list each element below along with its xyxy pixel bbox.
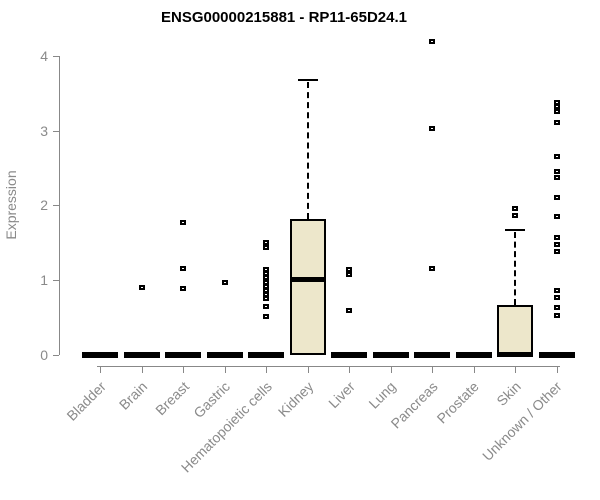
outlier-point <box>346 267 352 272</box>
y-tick-label: 4 <box>40 47 48 64</box>
x-tick <box>307 366 309 373</box>
x-tick <box>266 366 267 373</box>
outlier-point <box>221 280 228 285</box>
outlier-point <box>180 266 186 271</box>
outlier-point <box>180 220 186 225</box>
outlier-point <box>553 305 560 310</box>
x-tick-label: Kidney <box>274 378 317 420</box>
median-line <box>497 352 533 357</box>
x-tick <box>100 366 101 373</box>
outlier-point <box>553 242 560 247</box>
whisker <box>306 81 309 219</box>
outlier-point <box>553 120 560 125</box>
x-tick-label: Lung <box>365 378 400 412</box>
collapsed-box <box>414 352 450 358</box>
chart-title: ENSG00000215881 - RP11-65D24.1 <box>160 9 407 26</box>
y-tick <box>53 130 59 132</box>
collapsed-box <box>82 352 118 358</box>
whisker-cap <box>297 78 318 81</box>
box <box>289 218 326 355</box>
outlier-point <box>429 126 435 131</box>
x-tick <box>556 366 558 373</box>
x-tick <box>432 366 433 373</box>
collapsed-box <box>331 352 367 358</box>
x-tick-label: Unknown / Other <box>479 378 566 464</box>
outlier-point <box>263 245 269 250</box>
outlier-point <box>180 286 186 291</box>
median-line <box>289 277 326 283</box>
outlier-point <box>553 214 560 219</box>
x-tick-label: Prostate <box>433 378 483 427</box>
outlier-point <box>263 296 269 301</box>
outlier-point <box>553 169 560 174</box>
outlier-point <box>553 288 560 293</box>
y-tick-label: 3 <box>40 122 48 139</box>
y-tick <box>53 355 59 356</box>
whisker-cap <box>505 229 525 232</box>
outlier-point <box>512 213 518 218</box>
outlier-point <box>553 154 560 159</box>
x-tick-label: Brain <box>115 378 151 413</box>
collapsed-box <box>538 352 575 358</box>
x-tick <box>515 366 516 373</box>
y-tick-label: 2 <box>40 197 48 214</box>
x-tick-label: Breast <box>151 378 192 419</box>
outlier-point <box>263 314 269 319</box>
collapsed-box <box>248 352 284 358</box>
collapsed-box <box>455 352 492 358</box>
outlier-point <box>346 308 352 313</box>
outlier-point <box>263 240 269 245</box>
collapsed-box <box>165 352 201 358</box>
y-axis-line <box>59 55 60 355</box>
outlier-point <box>138 285 145 290</box>
outlier-point <box>512 206 518 211</box>
collapsed-box <box>206 352 243 358</box>
x-tick <box>224 366 226 373</box>
outlier-point <box>429 39 435 44</box>
collapsed-box <box>123 352 160 358</box>
y-tick <box>53 205 59 207</box>
outlier-point <box>553 235 560 240</box>
x-tick <box>473 366 475 373</box>
outlier-point <box>553 249 560 254</box>
x-tick-label: Skin <box>493 378 524 409</box>
x-tick <box>141 366 143 373</box>
y-tick <box>53 280 59 282</box>
outlier-point <box>553 104 560 109</box>
outlier-point <box>346 272 352 277</box>
whisker <box>514 232 516 305</box>
outlier-point <box>553 175 560 180</box>
x-tick-label: Bladder <box>63 378 109 424</box>
y-tick-label: 1 <box>40 272 48 289</box>
outlier-point <box>553 109 560 114</box>
outlier-point <box>553 313 560 318</box>
outlier-point <box>553 295 560 300</box>
x-tick <box>349 366 350 373</box>
outlier-point <box>429 266 435 271</box>
y-tick <box>53 55 59 57</box>
collapsed-box <box>372 352 409 358</box>
x-axis-line <box>97 366 560 367</box>
outlier-point <box>263 275 269 280</box>
x-tick <box>390 366 392 373</box>
outlier-point <box>553 195 560 200</box>
x-tick-label: Liver <box>324 378 358 412</box>
outlier-point <box>263 304 269 309</box>
y-tick-label: 0 <box>40 347 48 363</box>
box <box>497 304 533 355</box>
x-tick <box>183 366 184 373</box>
